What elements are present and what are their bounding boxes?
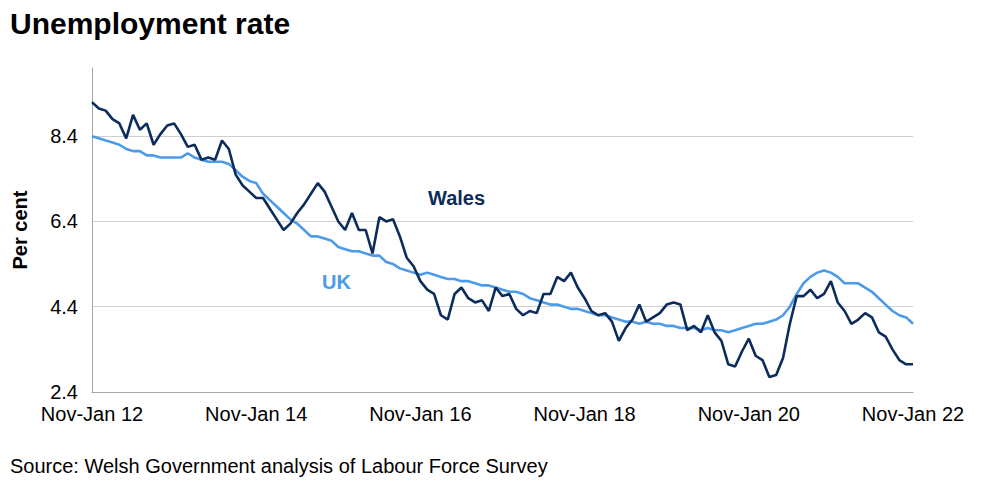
svg-text:2.4: 2.4 [50,381,78,403]
svg-text:Nov-Jan 14: Nov-Jan 14 [205,403,307,425]
svg-text:Nov-Jan 22: Nov-Jan 22 [862,403,964,425]
svg-text:4.4: 4.4 [50,296,78,318]
svg-text:8.4: 8.4 [50,125,78,147]
svg-text:Source: Welsh Government analy: Source: Welsh Government analysis of Lab… [10,455,548,477]
svg-text:Unemployment rate: Unemployment rate [10,7,290,40]
svg-text:Wales: Wales [428,187,485,209]
svg-text:Nov-Jan 12: Nov-Jan 12 [41,403,143,425]
svg-text:6.4: 6.4 [50,210,78,232]
svg-text:Nov-Jan 16: Nov-Jan 16 [369,403,471,425]
svg-text:Nov-Jan 18: Nov-Jan 18 [533,403,635,425]
svg-text:Nov-Jan 20: Nov-Jan 20 [698,403,800,425]
svg-text:UK: UK [322,271,351,293]
svg-text:Per cent: Per cent [9,190,31,269]
